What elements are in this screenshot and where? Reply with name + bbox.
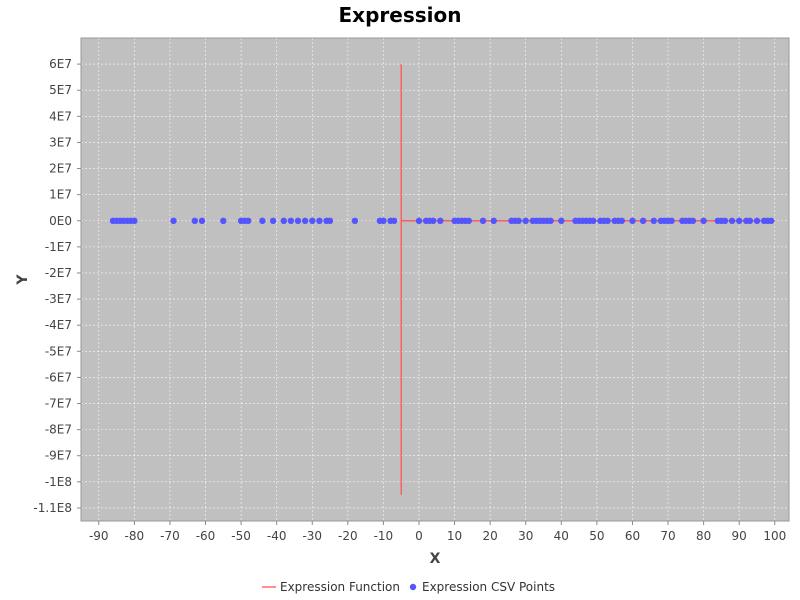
data-point: [301, 217, 309, 224]
y-tick-label: -2E7: [45, 266, 72, 280]
x-tick-label: 30: [518, 529, 533, 543]
x-axis-label: X: [430, 551, 441, 567]
series-layer: [109, 64, 775, 495]
data-point: [604, 217, 611, 224]
x-axis: -90 -80 -70 -60 -50 -40 -30 -20 -10 0 10 20 30 40 50 60…: [89, 521, 786, 543]
x-tick-label: -60: [196, 529, 216, 543]
data-point: [309, 217, 316, 224]
y-tick-label: -8E7: [45, 423, 72, 437]
y-tick-label: -4E7: [45, 318, 72, 332]
data-point: [522, 217, 529, 224]
data-point: [245, 217, 252, 224]
x-tick-label: 90: [732, 529, 747, 543]
data-point: [490, 217, 497, 224]
y-tick-label: 0E0: [49, 214, 72, 228]
data-point: [689, 217, 697, 224]
data-point: [547, 217, 554, 224]
x-tick-label: -50: [231, 529, 251, 543]
data-point: [437, 217, 444, 224]
y-tick-label: -3E7: [45, 292, 72, 306]
data-point: [415, 217, 423, 224]
x-tick-label: 0: [415, 529, 423, 543]
data-point: [380, 217, 387, 224]
x-tick-label: 80: [696, 529, 711, 543]
y-tick-label: -7E7: [45, 397, 72, 411]
data-point: [515, 217, 522, 224]
y-axis-label: Y: [15, 274, 31, 286]
x-tick-label: -30: [302, 529, 322, 543]
data-point: [736, 217, 743, 224]
data-point: [351, 217, 359, 224]
data-point: [465, 217, 472, 224]
x-tick-label: 60: [625, 529, 640, 543]
y-tick-label: -9E7: [45, 449, 72, 463]
data-point: [618, 217, 625, 224]
legend-label: Expression Function: [280, 580, 400, 594]
x-tick-label: -20: [338, 529, 358, 543]
legend: Expression Function Expression CSV Points: [262, 580, 555, 594]
y-tick-label: 6E7: [49, 57, 72, 71]
data-point: [259, 217, 266, 224]
data-point: [170, 217, 177, 224]
y-tick-label: 4E7: [49, 109, 72, 123]
y-tick-label: 1E7: [49, 188, 72, 202]
data-point: [629, 217, 636, 224]
data-point: [269, 217, 277, 224]
x-tick-label: -80: [125, 529, 145, 543]
y-tick-label: 3E7: [49, 135, 72, 149]
y-tick-label: -1E7: [45, 240, 72, 254]
data-point: [668, 217, 675, 224]
data-point: [198, 217, 206, 224]
data-point: [280, 217, 287, 224]
data-point: [316, 217, 323, 224]
y-tick-label: 2E7: [49, 162, 72, 176]
y-tick-label: -6E7: [45, 370, 72, 384]
x-tick-label: -10: [374, 529, 394, 543]
data-point: [294, 217, 302, 224]
data-point: [131, 217, 138, 224]
data-point: [746, 217, 754, 224]
y-tick-label: -1E8: [45, 475, 72, 489]
x-tick-label: -90: [89, 529, 109, 543]
data-point: [700, 217, 707, 224]
grid-lines: [81, 38, 789, 521]
y-axis: 6E7 5E7 4E7 3E7 2E7 1E7 0E0 -1E7 -2E7 -3E7 -4E7 -5E…: [33, 57, 81, 515]
x-tick-label: 50: [589, 529, 604, 543]
data-point: [753, 217, 761, 224]
data-point: [558, 217, 565, 224]
y-tick-label: -5E7: [45, 344, 72, 358]
data-point: [728, 217, 736, 224]
y-tick-label: -1.1E8: [33, 501, 72, 515]
plot-area: [81, 38, 789, 521]
data-point: [287, 217, 295, 224]
data-point: [650, 217, 657, 224]
x-tick-label: 10: [447, 529, 462, 543]
data-point: [479, 217, 487, 224]
x-tick-label: 20: [483, 529, 498, 543]
data-point: [191, 217, 198, 224]
plot-border: [80, 37, 790, 522]
data-point: [768, 217, 775, 224]
x-tick-label: -70: [160, 529, 180, 543]
data-point: [390, 217, 398, 224]
chart-title: Expression: [339, 3, 462, 27]
data-point: [430, 217, 437, 224]
data-point: [326, 217, 334, 224]
legend-label: Expression CSV Points: [422, 580, 555, 594]
x-tick-label: -40: [267, 529, 287, 543]
data-point: [721, 217, 729, 224]
data-point: [220, 217, 227, 224]
x-tick-label: 70: [660, 529, 675, 543]
x-tick-label: 40: [554, 529, 569, 543]
data-point: [590, 217, 597, 224]
y-tick-label: 5E7: [49, 83, 72, 97]
x-tick-label: 100: [763, 529, 786, 543]
data-point: [639, 217, 647, 224]
legend-dot-swatch: [409, 583, 417, 591]
